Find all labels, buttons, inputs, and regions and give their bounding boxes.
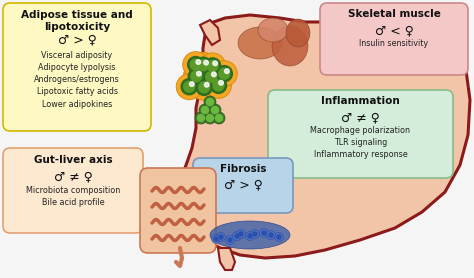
Circle shape [248, 234, 252, 238]
Circle shape [206, 71, 217, 82]
Circle shape [188, 56, 204, 73]
Circle shape [233, 232, 241, 240]
Circle shape [253, 232, 257, 236]
Circle shape [216, 115, 222, 121]
Circle shape [195, 112, 207, 124]
Circle shape [237, 230, 246, 239]
Circle shape [225, 69, 229, 73]
Text: Skeletal muscle: Skeletal muscle [347, 9, 440, 19]
Text: Microbiota composition
Bile acid profile: Microbiota composition Bile acid profile [26, 186, 120, 207]
Circle shape [246, 232, 255, 240]
Circle shape [266, 230, 275, 240]
Text: Inflammation: Inflammation [321, 96, 400, 106]
Circle shape [205, 58, 221, 74]
Circle shape [199, 82, 210, 93]
Circle shape [250, 230, 259, 239]
Circle shape [207, 115, 213, 121]
Circle shape [176, 74, 202, 100]
Circle shape [210, 77, 227, 93]
Circle shape [196, 79, 212, 95]
Circle shape [277, 235, 281, 239]
FancyBboxPatch shape [320, 3, 468, 75]
Circle shape [204, 112, 216, 124]
Circle shape [190, 82, 194, 86]
Circle shape [201, 106, 209, 113]
Circle shape [259, 229, 268, 237]
Circle shape [262, 231, 266, 235]
Circle shape [213, 80, 224, 91]
Ellipse shape [238, 27, 282, 59]
Circle shape [219, 80, 223, 85]
Circle shape [183, 63, 210, 89]
Circle shape [211, 106, 219, 113]
Circle shape [195, 57, 211, 73]
Circle shape [204, 60, 209, 65]
Circle shape [211, 72, 216, 77]
Text: Visceral adiposity
Adipocyte lypolysis
Androgens/estrogens
Lipotoxic fatty acids: Visceral adiposity Adipocyte lypolysis A… [34, 51, 120, 109]
Circle shape [219, 235, 223, 239]
Circle shape [213, 112, 225, 124]
Text: Adipose tissue and
lipotoxicity: Adipose tissue and lipotoxicity [21, 10, 133, 32]
Circle shape [196, 60, 201, 64]
Circle shape [239, 232, 243, 236]
Circle shape [209, 104, 221, 116]
Circle shape [269, 233, 273, 237]
Circle shape [207, 98, 213, 105]
Circle shape [182, 52, 209, 78]
Text: ♂ > ♀: ♂ > ♀ [224, 178, 263, 191]
Circle shape [203, 69, 219, 85]
Text: Insulin sensitivity: Insulin sensitivity [359, 39, 428, 48]
Text: ♂ ≠ ♀: ♂ ≠ ♀ [54, 170, 92, 183]
Text: Fibrosis: Fibrosis [220, 164, 266, 174]
Circle shape [213, 61, 218, 66]
Circle shape [184, 81, 195, 92]
Circle shape [198, 60, 209, 71]
Circle shape [211, 61, 237, 87]
Circle shape [235, 234, 239, 238]
Circle shape [211, 235, 220, 244]
Ellipse shape [258, 18, 288, 42]
Circle shape [219, 68, 230, 79]
Circle shape [214, 237, 218, 241]
Circle shape [205, 72, 231, 98]
Circle shape [191, 71, 202, 82]
Text: ♂ < ♀: ♂ < ♀ [374, 24, 413, 37]
Circle shape [274, 232, 283, 242]
Circle shape [188, 68, 204, 84]
Text: ♂ ≠ ♀: ♂ ≠ ♀ [341, 111, 380, 124]
Text: Gut-liver axis: Gut-liver axis [34, 155, 112, 165]
Circle shape [199, 104, 211, 116]
Polygon shape [182, 15, 470, 258]
Circle shape [207, 60, 218, 71]
Circle shape [217, 232, 226, 242]
FancyBboxPatch shape [268, 90, 453, 178]
Ellipse shape [286, 19, 310, 47]
Ellipse shape [272, 26, 308, 66]
Circle shape [204, 96, 216, 108]
FancyBboxPatch shape [3, 3, 151, 131]
Circle shape [226, 235, 235, 244]
Circle shape [204, 82, 209, 87]
Polygon shape [218, 248, 235, 270]
FancyBboxPatch shape [3, 148, 143, 233]
Circle shape [190, 59, 201, 70]
Circle shape [181, 79, 197, 95]
FancyBboxPatch shape [193, 158, 293, 213]
Text: ♂ > ♀: ♂ > ♀ [57, 33, 96, 46]
Circle shape [191, 74, 217, 100]
Polygon shape [200, 20, 220, 45]
Circle shape [197, 71, 201, 76]
Circle shape [198, 115, 204, 121]
Text: Macrophage polarization
TLR signaling
Inflammatory response: Macrophage polarization TLR signaling In… [310, 126, 410, 159]
Circle shape [191, 52, 217, 78]
Circle shape [216, 66, 232, 82]
Circle shape [198, 64, 224, 90]
Circle shape [200, 53, 226, 79]
Ellipse shape [210, 221, 290, 249]
FancyBboxPatch shape [140, 168, 216, 253]
Circle shape [228, 238, 232, 242]
